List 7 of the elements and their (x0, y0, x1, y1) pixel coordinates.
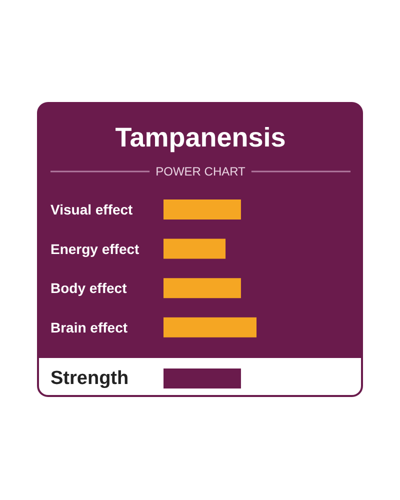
y-tick-label: Energy effect (50, 240, 140, 257)
y-tick-label: Brain effect (50, 319, 128, 336)
chart-title: Tampanensis (115, 122, 286, 152)
y-tick-label: Body effect (50, 280, 128, 296)
y-tick-label: Visual effect (50, 202, 134, 218)
y-tick-label: Strength (50, 368, 129, 389)
chart-subtitle: POWER CHART (156, 164, 246, 178)
